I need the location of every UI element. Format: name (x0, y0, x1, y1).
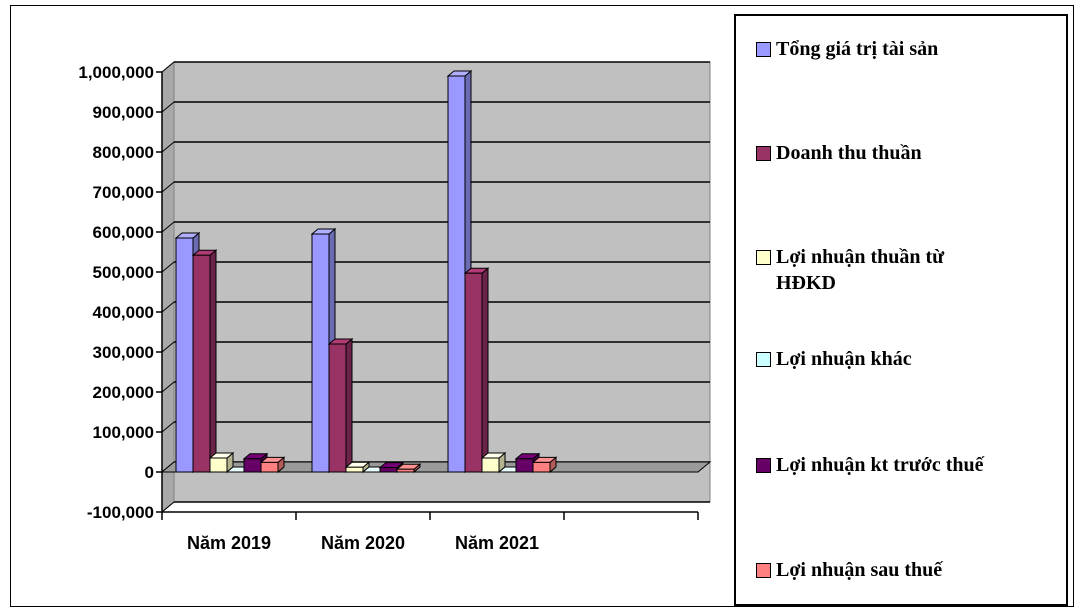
gridline-side-0 (161, 501, 175, 513)
x-tick-label-2: Năm 2021 (455, 533, 539, 553)
y-tick-label-10: 900,000 (93, 103, 154, 122)
legend-item-series-1: Tổng giá trị tài sản (756, 36, 938, 62)
y-tick-label-9: 800,000 (93, 143, 154, 162)
y-tick-label-7: 600,000 (93, 223, 154, 242)
gridline-side-3 (161, 381, 175, 393)
bar-2-2 (327, 337, 354, 474)
bar-3-3 (480, 451, 507, 474)
y-tick-label-0: -100,000 (87, 503, 154, 522)
legend-label-series-5: Lợi nhuận kt trước thuế (776, 454, 984, 476)
legend-swatch-series-5 (756, 458, 771, 473)
legend-swatch-series-4 (756, 352, 771, 367)
bar-6-3 (531, 456, 558, 474)
legend-swatch-series-1 (756, 42, 771, 57)
gridline-side-2 (161, 421, 175, 433)
legend-label-series-6: Lợi nhuận sau thuế (776, 559, 943, 581)
x-tick-label-1: Năm 2020 (321, 533, 405, 553)
legend-item-series-5: Lợi nhuận kt trước thuế (756, 452, 984, 478)
legend-item-series-4: Lợi nhuận khác (756, 346, 912, 372)
bar-3-1 (208, 451, 235, 474)
x-tick-label-0: Năm 2019 (187, 533, 271, 553)
bar-2-3 (463, 267, 490, 474)
bar-6-2 (395, 463, 422, 474)
legend-swatch-series-3 (756, 250, 771, 265)
legend-swatch-series-2 (756, 146, 771, 161)
legend-label-series-2: Doanh thu thuần (776, 142, 922, 164)
legend-label-series-3: Lợi nhuận thuần từ HĐKD (776, 246, 945, 294)
gridline-side-9 (161, 141, 175, 153)
gridline-side-6 (161, 261, 175, 273)
legend-label-series-4: Lợi nhuận khác (776, 348, 912, 370)
legend-label-series-1: Tổng giá trị tài sản (776, 38, 939, 60)
gridline-side-8 (161, 181, 175, 193)
bar-6-1 (259, 456, 286, 474)
plot-side-wall (161, 60, 175, 514)
gridline-side-10 (161, 101, 175, 113)
y-tick-label-4: 300,000 (93, 343, 154, 362)
y-tick-label-1: 0 (145, 463, 154, 482)
gridline-side-7 (161, 221, 175, 233)
y-tick-label-11: 1,000,000 (78, 63, 154, 82)
legend-item-series-2: Doanh thu thuần (756, 140, 922, 166)
y-tick-label-3: 200,000 (93, 383, 154, 402)
legend-item-series-3: Lợi nhuận thuần từ HĐKD (756, 244, 1006, 296)
y-tick-label-8: 700,000 (93, 183, 154, 202)
gridline-side-4 (161, 341, 175, 353)
plot-back-wall (173, 61, 711, 503)
bar-chart-3d: -100,000 0 100,000 200,000 300,000 400,000 500… (78, 60, 712, 553)
gridline-side-11 (161, 61, 175, 73)
legend-item-series-6: Lợi nhuận sau thuế (756, 557, 942, 583)
gridline-side-5 (161, 301, 175, 313)
y-tick-label-2: 100,000 (93, 423, 154, 442)
bar-2-1 (191, 249, 218, 474)
y-tick-label-5: 400,000 (93, 303, 154, 322)
chart-legend: Tổng giá trị tài sản Doanh thu thuần Lợi… (734, 14, 1068, 606)
y-tick-label-6: 500,000 (93, 263, 154, 282)
legend-swatch-series-6 (756, 563, 771, 578)
